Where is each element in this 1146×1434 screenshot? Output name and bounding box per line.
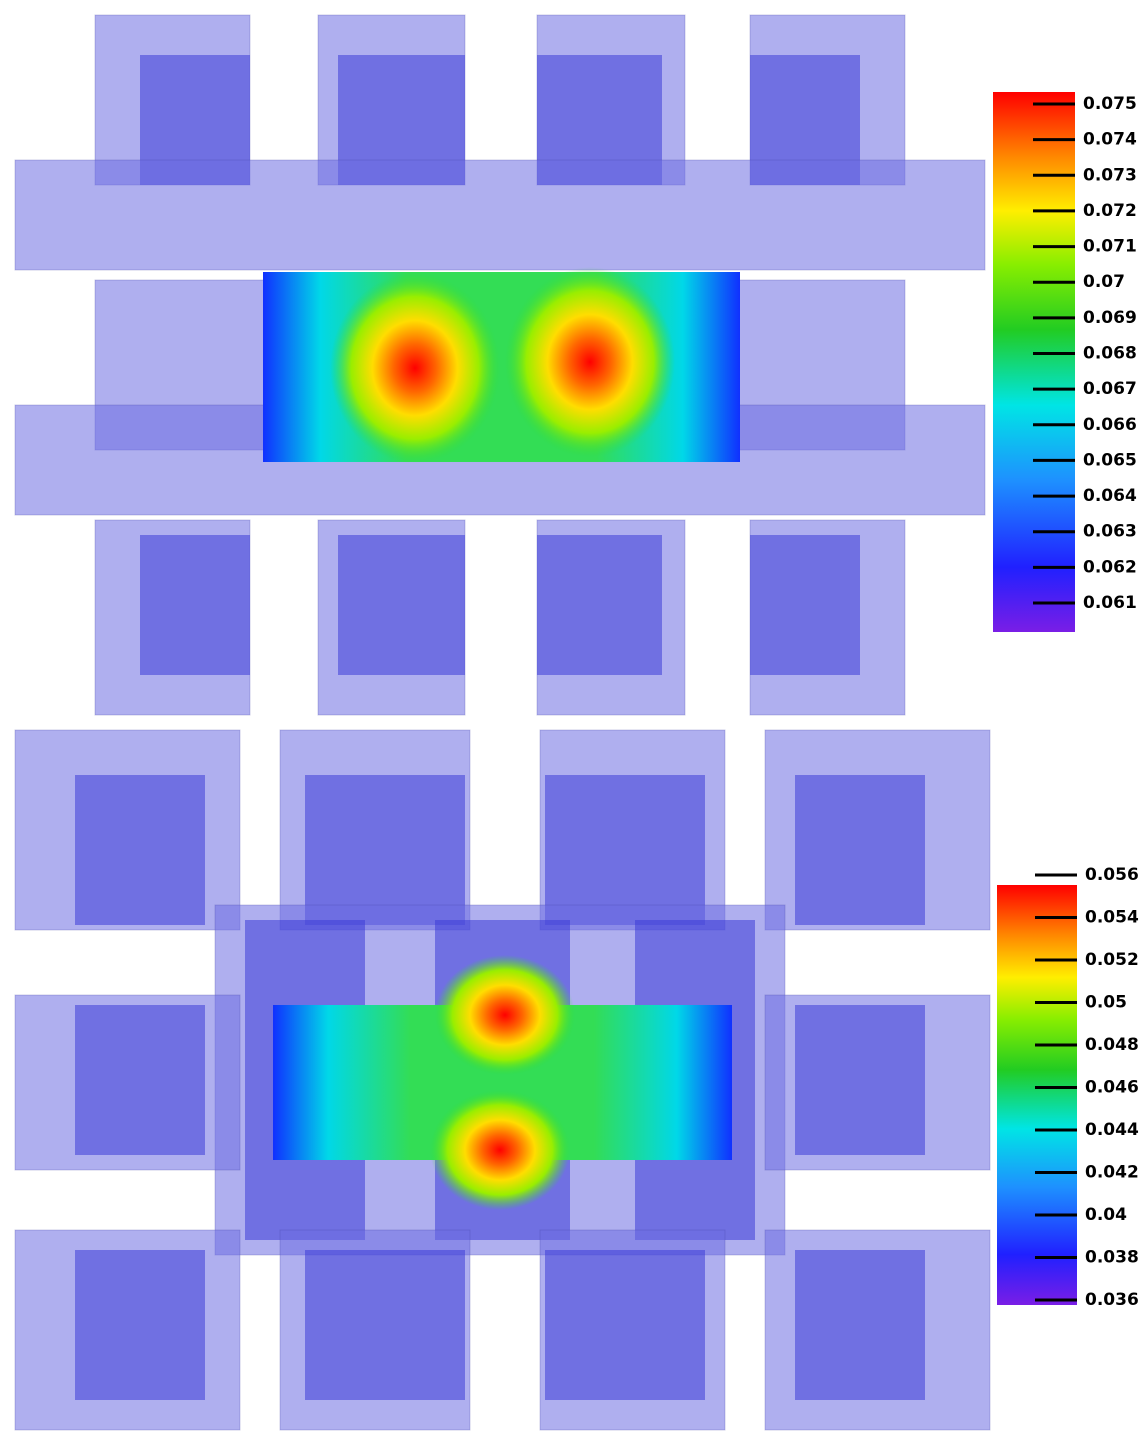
colorbar-tick-label: 0.064 bbox=[1083, 486, 1137, 506]
colorbar-tick-label: 0.066 bbox=[1083, 415, 1137, 435]
colorbar-tick-label: 0.046 bbox=[1085, 1078, 1139, 1098]
colorbar-tick-label: 0.044 bbox=[1085, 1120, 1139, 1140]
colorbar-tick-label: 0.052 bbox=[1085, 950, 1139, 970]
colorbar-tick-label: 0.062 bbox=[1083, 557, 1137, 577]
colorbar-tick-label: 0.075 bbox=[1083, 94, 1137, 114]
heatmap-top bbox=[263, 267, 740, 463]
colorbar-tick-label: 0.042 bbox=[1085, 1163, 1139, 1183]
colorbar-tick-label: 0.07 bbox=[1083, 272, 1125, 292]
colorbar-tick-label: 0.048 bbox=[1085, 1035, 1139, 1055]
colorbar-tick-label: 0.036 bbox=[1085, 1290, 1139, 1310]
figure: 0.075 0.074 0.073 0.072 0.071 0.07 0.069 0.068 0… bbox=[0, 0, 1146, 1434]
colorbar-tick-label: 0.074 bbox=[1083, 130, 1137, 150]
colorbar-tick-label: 0.068 bbox=[1083, 344, 1137, 364]
colorbar bbox=[993, 92, 1075, 632]
colorbar-tick-label: 0.073 bbox=[1083, 165, 1137, 185]
colorbar-tick-label: 0.069 bbox=[1083, 308, 1137, 328]
colorbar-tick-label: 0.05 bbox=[1085, 993, 1127, 1013]
colorbar-tick-label: 0.061 bbox=[1083, 593, 1137, 613]
colorbar bbox=[997, 885, 1077, 1305]
colorbar-tick-label: 0.067 bbox=[1083, 379, 1137, 399]
colorbar-tick-label: 0.072 bbox=[1083, 201, 1137, 221]
colorbar-tick-label: 0.038 bbox=[1085, 1248, 1139, 1268]
colorbar-tick-label: 0.071 bbox=[1083, 237, 1137, 257]
colorbar-tick-label: 0.056 bbox=[1085, 865, 1139, 885]
colorbar-tick-label: 0.065 bbox=[1083, 450, 1137, 470]
colorbar-tick-label: 0.063 bbox=[1083, 522, 1137, 542]
colorbar-tick-label: 0.054 bbox=[1085, 908, 1139, 928]
colorbar-tick-label: 0.04 bbox=[1085, 1205, 1127, 1225]
